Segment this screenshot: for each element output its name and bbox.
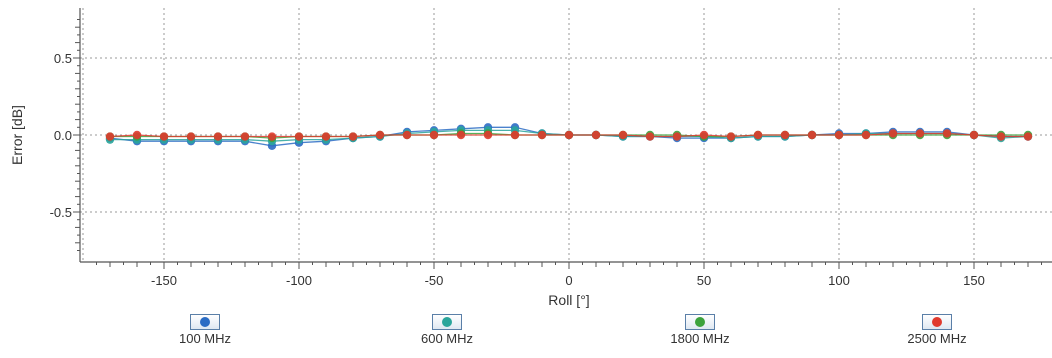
legend-label: 600 MHz [420, 331, 474, 346]
legend-swatch [190, 314, 220, 330]
legend-label: 2500 MHz [907, 331, 967, 346]
series-points [105, 123, 1033, 150]
data-point-2500mhz [645, 132, 655, 141]
data-point-2500mhz [861, 130, 871, 140]
legend-marker-dot [200, 317, 210, 327]
y-tick-label: -0.5 [50, 205, 72, 220]
legend-item-2500mhz[interactable]: 2500 MHz [887, 314, 987, 354]
y-axis-label: Error [dB] [9, 105, 25, 165]
data-point-2500mhz [132, 130, 142, 140]
x-tick-label: -150 [151, 273, 177, 288]
data-point-2500mhz [969, 130, 979, 140]
data-point-2500mhz [807, 130, 817, 140]
data-point-2500mhz [888, 129, 898, 138]
data-point-2500mhz [942, 129, 952, 138]
legend-label: 1800 MHz [670, 331, 730, 346]
data-point-2500mhz [699, 130, 709, 140]
data-point-2500mhz [537, 130, 547, 140]
legend-label: 100 MHz [178, 331, 232, 346]
data-point-2500mhz [726, 132, 736, 141]
data-point-2500mhz [186, 132, 196, 141]
x-axis-label: Roll [°] [548, 292, 589, 308]
x-tick-label: -100 [286, 273, 312, 288]
legend-item-100mhz[interactable]: 100 MHz [155, 314, 255, 354]
data-point-2500mhz [564, 130, 574, 140]
data-point-2500mhz [996, 132, 1006, 141]
y-tick-label: 0.0 [54, 128, 72, 143]
x-tick-label: -50 [425, 273, 444, 288]
data-point-2500mhz [105, 132, 115, 141]
data-point-2500mhz [348, 132, 358, 141]
y-tick-label: 0.5 [54, 51, 72, 66]
legend-marker-dot [442, 317, 452, 327]
legend-swatch [922, 314, 952, 330]
data-point-2500mhz [159, 132, 169, 141]
data-point-2500mhz [780, 130, 790, 140]
data-point-2500mhz [591, 130, 601, 140]
data-point-2500mhz [294, 132, 304, 141]
data-point-2500mhz [429, 130, 439, 140]
data-point-2500mhz [834, 130, 844, 140]
tick-labels: -150 -100 -50 0 50 100 150 0.5 0.0 -0.5 [50, 51, 985, 288]
data-point-2500mhz [618, 130, 628, 140]
data-point-2500mhz [321, 132, 331, 141]
data-point-2500mhz [483, 130, 493, 140]
legend-swatch [685, 314, 715, 330]
axes [73, 8, 1052, 269]
legend-item-600mhz[interactable]: 600 MHz [397, 314, 497, 354]
data-point-2500mhz [672, 132, 682, 141]
data-point-2500mhz [915, 129, 925, 138]
data-point-2500mhz [456, 130, 466, 140]
x-tick-label: 0 [565, 273, 572, 288]
data-point-2500mhz [1023, 132, 1033, 141]
data-point-2500mhz [240, 132, 250, 141]
legend-marker-dot [695, 317, 705, 327]
legend-marker-dot [932, 317, 942, 327]
legend-item-1800mhz[interactable]: 1800 MHz [650, 314, 750, 354]
data-point-2500mhz [510, 130, 520, 140]
data-point-2500mhz [402, 130, 412, 140]
x-tick-label: 150 [963, 273, 985, 288]
data-point-2500mhz [375, 130, 385, 140]
data-point-2500mhz [267, 132, 277, 141]
data-point-2500mhz [753, 130, 763, 140]
data-point-2500mhz [213, 132, 223, 141]
x-tick-label: 100 [828, 273, 850, 288]
legend-swatch [432, 314, 462, 330]
x-tick-label: 50 [697, 273, 711, 288]
